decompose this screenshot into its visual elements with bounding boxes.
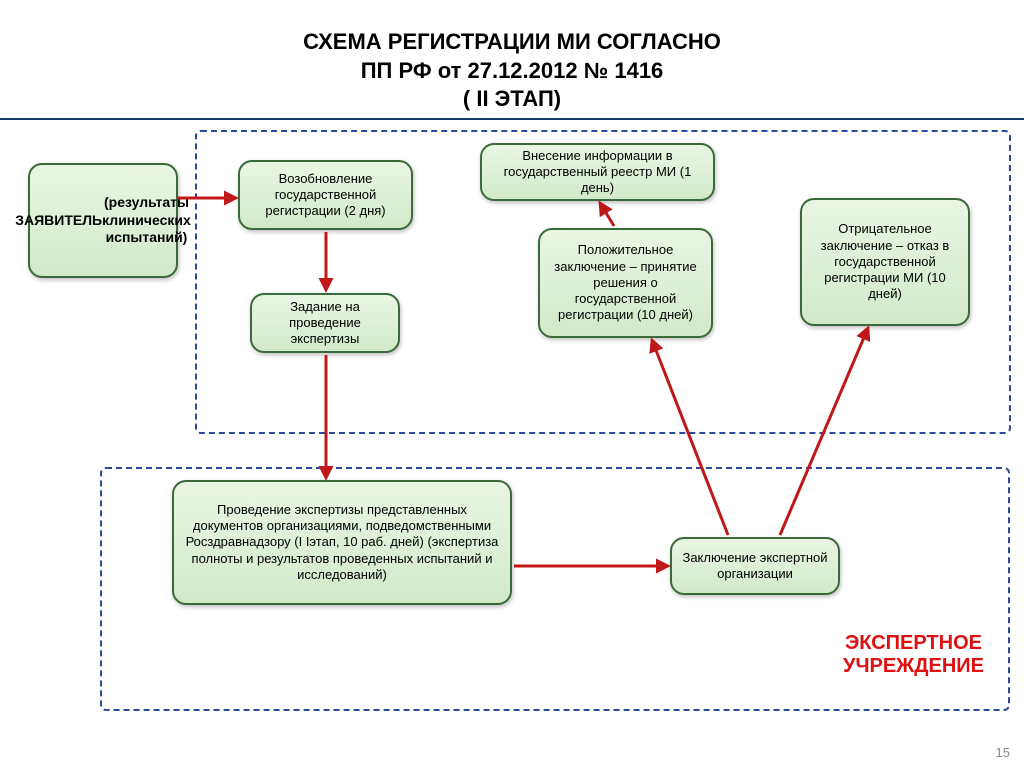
node-resume-registration: Возобновление государственной регистраци… [238, 160, 413, 230]
node-applicant: ЗАЯВИТЕЛЬ(результаты клинических испытан… [28, 163, 178, 278]
expert-label-line-2: УЧРЕЖДЕНИЕ [843, 655, 984, 677]
title-rule [0, 118, 1024, 120]
title-line-1: СХЕМА РЕГИСТРАЦИИ МИ СОГЛАСНО [303, 29, 721, 54]
node-expertise-task: Задание на проведение экспертизы [250, 293, 400, 353]
node-positive-conclusion: Положительное заключение – принятие реше… [538, 228, 713, 338]
node-expertise-conduct: Проведение экспертизы представленных док… [172, 480, 512, 605]
node-registry-entry: Внесение информации в государственный ре… [480, 143, 715, 201]
page-number: 15 [996, 745, 1010, 760]
node-expert-conclusion: Заключение экспертной организации [670, 537, 840, 595]
page-title: СХЕМА РЕГИСТРАЦИИ МИ СОГЛАСНО ПП РФ от 2… [0, 28, 1024, 114]
title-line-3: ( II ЭТАП) [463, 86, 561, 111]
node-negative-conclusion: Отрицательное заключение – отказ в госуд… [800, 198, 970, 326]
title-line-2: ПП РФ от 27.12.2012 № 1416 [361, 58, 664, 83]
expert-label-line-1: ЭКСПЕРТНОЕ [845, 632, 982, 654]
expert-institution-label: ЭКСПЕРТНОЕ УЧРЕЖДЕНИЕ [843, 632, 984, 678]
